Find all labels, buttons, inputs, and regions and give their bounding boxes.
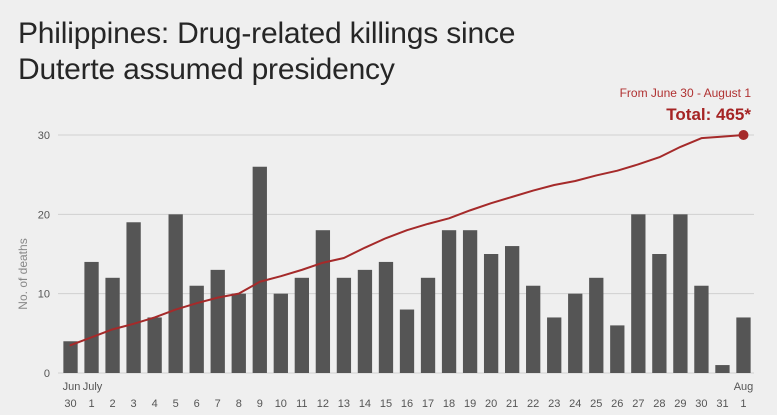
x-tick-label-24: 24 [569, 398, 581, 410]
x-tick-label-12: 12 [317, 398, 329, 410]
cumulative-line [69, 134, 745, 347]
bar-11 [294, 277, 309, 373]
x-tick-label-31: 31 [716, 398, 728, 410]
bar-18 [441, 230, 457, 373]
annotation-period: From June 30 - August 1 [620, 86, 752, 100]
month-label-july: July [83, 381, 103, 393]
y-tick-label-20: 20 [38, 209, 50, 221]
x-tick-label-21: 21 [506, 398, 518, 410]
x-tick-label-19: 19 [464, 398, 476, 410]
bar-16 [399, 309, 415, 373]
bar-1 [84, 261, 99, 373]
x-tick-label-17: 17 [422, 398, 434, 410]
y-axis-label: No. of deaths [16, 238, 30, 309]
x-tick-label-8: 8 [236, 398, 242, 410]
bar-31 [715, 365, 730, 373]
x-tick-label-18: 18 [443, 398, 455, 410]
x-tick-label-5: 5 [173, 398, 179, 410]
chart-title-line-2: Duterte assumed presidency [18, 53, 395, 86]
x-tick-label-26: 26 [611, 398, 623, 410]
y-tick-label-30: 30 [38, 130, 50, 142]
x-tick-label-4: 4 [152, 398, 158, 410]
month-label-aug: Aug [734, 381, 754, 393]
x-tick-label-11: 11 [296, 398, 307, 410]
x-tick-label-25: 25 [590, 398, 602, 410]
x-tick-label-23: 23 [548, 398, 560, 410]
bar-19 [462, 230, 478, 373]
bar-4 [147, 317, 162, 373]
bar-10 [273, 293, 288, 373]
x-tick-label-27: 27 [632, 398, 644, 410]
bar-6 [189, 285, 204, 373]
bar-29 [673, 214, 688, 373]
x-tick-label-6: 6 [194, 398, 200, 410]
bar-8 [231, 293, 246, 373]
bar-20 [483, 254, 499, 373]
bar-24 [568, 293, 583, 373]
x-tick-label-14: 14 [359, 398, 371, 410]
x-tick-label-1: 1 [88, 398, 94, 410]
bar-23 [547, 317, 562, 373]
chart-title-line-1: Philippines: Drug-related killings since [18, 17, 516, 50]
bar-27 [631, 214, 646, 373]
x-tick-label-20: 20 [485, 398, 497, 410]
y-tick-label-10: 10 [38, 289, 50, 301]
annotation-total: Total: 465* [666, 105, 751, 124]
bar-22 [526, 285, 541, 373]
x-tick-label-2: 2 [110, 398, 116, 410]
x-tick-label-29: 29 [674, 398, 686, 410]
bar-12 [315, 230, 331, 373]
bar-7 [210, 269, 225, 373]
bar-25 [589, 277, 604, 373]
x-tick-label-22: 22 [527, 398, 539, 410]
x-tick-label-15: 15 [380, 398, 392, 410]
x-tick-label-9: 9 [257, 398, 263, 410]
x-tick-label-7: 7 [215, 398, 221, 410]
x-tick-label-16: 16 [401, 398, 413, 410]
bar-2 [105, 277, 120, 373]
bar-13 [336, 277, 352, 373]
x-tick-label-3: 3 [131, 398, 137, 410]
bar-14 [357, 269, 373, 373]
bar-5 [168, 214, 183, 373]
x-tick-label-28: 28 [653, 398, 665, 410]
bar-32 [736, 317, 751, 373]
bar-0 [63, 341, 78, 373]
chart-title: Philippines: Drug-related killings since… [18, 16, 638, 88]
bar-26 [610, 325, 625, 373]
bar-17 [420, 277, 436, 373]
bar-15 [378, 261, 394, 373]
x-tick-label-10: 10 [275, 398, 287, 410]
x-tick-label-30: 30 [695, 398, 707, 410]
bar-9 [252, 166, 267, 373]
bar-30 [694, 285, 709, 373]
bar-28 [652, 254, 667, 373]
month-label-jun: Jun [63, 381, 81, 393]
bar-3 [126, 222, 141, 373]
x-tick-label-13: 13 [338, 398, 350, 410]
x-tick-label-0: 30 [64, 398, 76, 410]
cumulative-end-dot [738, 130, 749, 140]
bar-21 [505, 246, 520, 373]
x-tick-label-32: 1 [740, 398, 746, 410]
y-tick-label-0: 0 [44, 368, 50, 380]
